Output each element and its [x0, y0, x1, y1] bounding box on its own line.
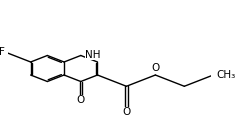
Text: O: O [151, 63, 160, 73]
Text: NH: NH [85, 50, 101, 60]
Text: O: O [122, 107, 131, 117]
Text: O: O [77, 95, 85, 105]
Text: F: F [0, 47, 5, 57]
Text: CH₃: CH₃ [216, 70, 235, 80]
